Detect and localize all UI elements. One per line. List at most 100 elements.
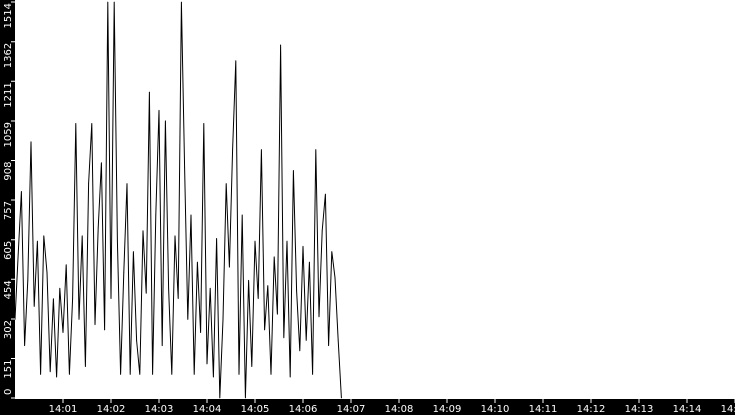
- x-tick-label: 14:12: [577, 404, 606, 415]
- data-point: [289, 376, 291, 378]
- data-point: [318, 316, 320, 318]
- data-point: [85, 366, 86, 368]
- y-tick-label: 302: [3, 320, 14, 339]
- data-point: [200, 332, 202, 334]
- x-tick-label: 14:07: [337, 404, 366, 415]
- x-tick-label: 14:13: [625, 404, 654, 415]
- plot-area: [15, 0, 735, 399]
- data-point: [299, 350, 301, 352]
- data-point: [341, 397, 342, 399]
- data-point: [174, 235, 176, 237]
- data-point: [209, 287, 211, 289]
- data-point: [235, 60, 237, 61]
- data-point: [206, 363, 208, 365]
- data-point: [331, 251, 333, 252]
- data-point: [142, 230, 144, 232]
- data-point: [254, 240, 256, 242]
- x-tick-label: 14:06: [289, 404, 318, 415]
- data-point: [120, 374, 121, 375]
- y-tick-label: 1211: [3, 82, 14, 107]
- y-tick-label: 1362: [3, 43, 14, 68]
- data-point: [309, 261, 310, 263]
- data-point: [283, 337, 285, 339]
- data-point: [257, 298, 259, 300]
- data-point: [81, 235, 83, 237]
- data-point: [305, 340, 307, 341]
- x-tick-label: 14:01: [49, 404, 78, 415]
- x-tick-label: 14:11: [529, 404, 558, 415]
- y-tick-label: 908: [3, 162, 14, 181]
- data-point: [296, 290, 297, 292]
- y-tick-label: 757: [3, 201, 14, 220]
- data-point: [184, 167, 186, 169]
- data-point: [56, 376, 57, 378]
- y-tick-label: 151: [3, 360, 14, 379]
- x-tick-label: 14:05: [241, 404, 270, 415]
- data-point: [171, 374, 173, 375]
- data-point: [145, 292, 147, 294]
- y-tick-label: 1059: [3, 122, 14, 147]
- data-point: [302, 245, 304, 247]
- y-tick-label: 0: [3, 389, 14, 395]
- data-point: [17, 253, 19, 255]
- data-point: [78, 319, 80, 320]
- data-point: [59, 287, 61, 289]
- series-group: [14, 1, 342, 399]
- data-point: [40, 374, 41, 375]
- data-point: [264, 329, 265, 331]
- data-point: [261, 149, 262, 150]
- x-axis: 14:01 14:02 14:03 14:04 14:05 14:06 14:07 14:08…: [49, 399, 735, 415]
- data-point: [277, 313, 278, 315]
- data-point: [190, 214, 192, 216]
- data-point: [113, 1, 115, 3]
- x-tick-label: 14:14: [673, 404, 702, 415]
- data-point: [88, 183, 89, 184]
- data-point: [238, 374, 240, 375]
- data-point: [177, 298, 179, 300]
- data-point: [293, 170, 294, 171]
- data-point: [69, 374, 70, 375]
- data-point: [43, 235, 45, 237]
- data-point: [213, 376, 214, 378]
- data-point: [325, 193, 326, 195]
- data-point: [53, 298, 54, 300]
- data-point: [334, 277, 336, 279]
- x-tick-label: 14:08: [385, 404, 414, 415]
- data-point: [107, 1, 109, 3]
- data-point: [46, 272, 48, 273]
- data-point: [328, 345, 329, 347]
- y-tick-label: 605: [3, 241, 14, 260]
- data-point: [219, 397, 221, 399]
- data-point: [155, 214, 157, 216]
- data-point: [97, 227, 99, 229]
- data-point: [161, 345, 163, 347]
- data-point: [312, 374, 313, 375]
- y-axis-band: [0, 0, 15, 415]
- data-point: [72, 298, 73, 300]
- data-point: [181, 1, 182, 3]
- data-point: [123, 272, 125, 273]
- data-point: [197, 261, 198, 263]
- data-point: [62, 332, 64, 334]
- data-point: [245, 397, 246, 399]
- x-axis-band: [0, 399, 735, 415]
- data-point: [158, 109, 160, 111]
- data-point: [241, 214, 243, 216]
- data-point: [203, 122, 205, 124]
- x-tick-label: 14:09: [433, 404, 462, 415]
- data-point: [315, 149, 317, 150]
- data-point: [321, 230, 323, 232]
- data-point: [229, 266, 230, 268]
- data-point: [232, 149, 234, 150]
- data-point: [136, 340, 138, 341]
- x-tick-label: 14:15: [721, 404, 735, 415]
- x-tick-label: 14:04: [193, 404, 222, 415]
- data-point: [280, 44, 281, 46]
- data-point: [267, 285, 269, 286]
- data-point: [270, 374, 272, 375]
- data-point: [49, 371, 51, 373]
- x-tick-label: 14:02: [97, 404, 126, 415]
- data-point: [21, 190, 22, 192]
- y-tick-label: 1514: [3, 3, 14, 28]
